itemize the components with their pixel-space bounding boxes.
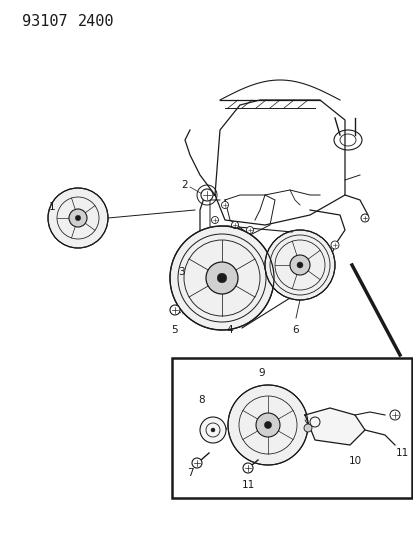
Polygon shape	[304, 408, 364, 445]
Circle shape	[330, 241, 338, 249]
Circle shape	[242, 463, 252, 473]
Circle shape	[303, 424, 311, 432]
Text: 2: 2	[181, 180, 188, 190]
Circle shape	[264, 230, 334, 300]
Circle shape	[360, 214, 368, 222]
Text: 2400: 2400	[78, 14, 114, 29]
Circle shape	[206, 262, 237, 294]
Circle shape	[69, 209, 87, 227]
Circle shape	[246, 227, 253, 233]
Polygon shape	[214, 100, 344, 225]
Circle shape	[231, 222, 238, 229]
Circle shape	[228, 385, 307, 465]
Text: 9: 9	[258, 368, 265, 378]
Circle shape	[199, 417, 225, 443]
Text: 6: 6	[292, 325, 299, 335]
Text: 4: 4	[226, 325, 233, 335]
Circle shape	[264, 422, 271, 429]
Bar	[171, 358, 411, 498]
Circle shape	[201, 189, 212, 201]
Text: 8: 8	[198, 395, 204, 405]
Circle shape	[289, 255, 309, 275]
Circle shape	[211, 428, 214, 432]
Text: 11: 11	[394, 448, 408, 458]
Circle shape	[192, 458, 202, 468]
Circle shape	[48, 188, 108, 248]
Text: 5: 5	[171, 325, 178, 335]
Circle shape	[170, 226, 273, 330]
Text: 11: 11	[241, 480, 254, 490]
Text: 10: 10	[348, 456, 361, 466]
Text: 1: 1	[48, 202, 55, 212]
Circle shape	[211, 216, 218, 223]
Circle shape	[389, 410, 399, 420]
Circle shape	[296, 262, 302, 268]
Text: 3: 3	[178, 267, 185, 277]
Circle shape	[217, 273, 226, 283]
Circle shape	[255, 413, 279, 437]
Circle shape	[75, 215, 81, 221]
Circle shape	[221, 201, 228, 208]
Text: 93107: 93107	[22, 14, 67, 29]
Text: 7: 7	[186, 468, 193, 478]
Circle shape	[170, 305, 180, 315]
